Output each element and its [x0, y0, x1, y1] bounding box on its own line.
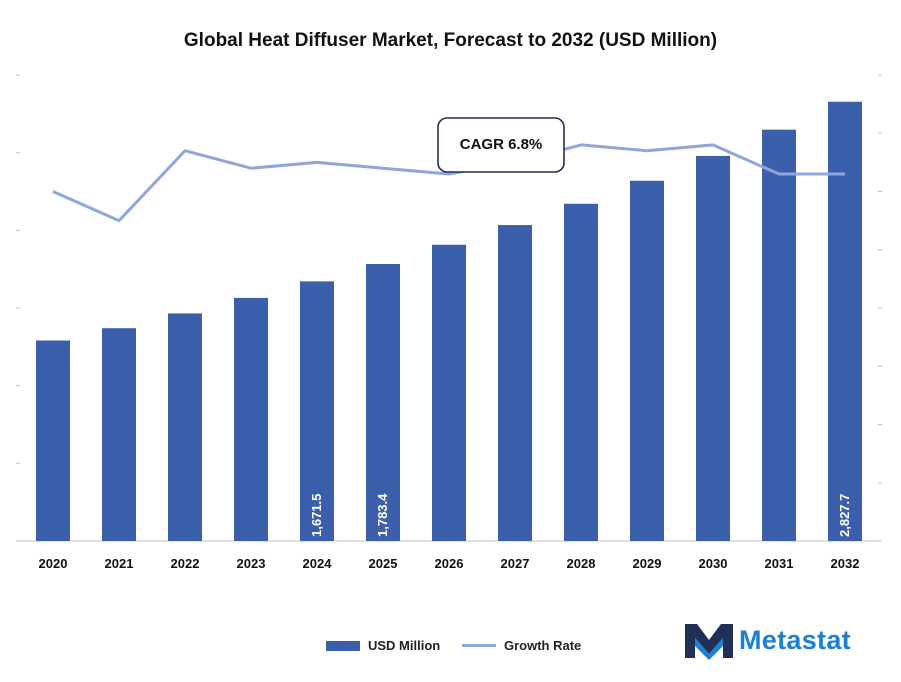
x-tick-label-2026: 2026	[435, 556, 464, 571]
x-tick-label-2022: 2022	[171, 556, 200, 571]
legend-line-swatch	[462, 644, 496, 647]
bar-2030	[696, 155, 730, 542]
cagr-annotation: CAGR 6.8%	[437, 117, 565, 173]
legend-bar-swatch	[326, 640, 360, 651]
bar-2024	[300, 281, 334, 541]
x-tick-label-2025: 2025	[369, 556, 398, 571]
cagr-label: CAGR 6.8%	[460, 136, 543, 153]
brand-name: Metastat	[739, 624, 851, 655]
bar-2029	[630, 180, 664, 542]
data-label-2032: 2,827.7	[837, 494, 852, 537]
legend-item-usd: USD Million	[326, 638, 440, 653]
bar-2027	[498, 225, 532, 541]
bar-2028	[564, 203, 598, 541]
bar-2022	[168, 313, 202, 541]
x-tick-label-2021: 2021	[105, 556, 134, 571]
bar-2025	[366, 263, 400, 541]
x-tick-label-2029: 2029	[633, 556, 662, 571]
bar-2031	[762, 129, 796, 541]
x-tick-label-2030: 2030	[699, 556, 728, 571]
x-tick-label-2031: 2031	[765, 556, 794, 571]
data-label-2025: 1,783.4	[375, 493, 390, 537]
bar-2026	[432, 244, 466, 541]
bar-2020	[36, 340, 70, 541]
chart-title: Global Heat Diffuser Market, Forecast to…	[183, 30, 718, 51]
line-series	[52, 143, 846, 223]
legend-label-usd: USD Million	[368, 638, 441, 653]
metastat-logo: Metastat	[683, 620, 851, 660]
x-tick-label-2023: 2023	[237, 556, 266, 571]
x-tick-label-2027: 2027	[501, 556, 530, 571]
bar-2021	[102, 328, 136, 541]
bar-series	[36, 101, 862, 542]
data-labels: 1,671.5 1,783.4 2,827.7	[309, 493, 852, 537]
legend-item-growth: Growth Rate	[462, 638, 581, 653]
bar-2032	[828, 101, 862, 542]
x-tick-label-2020: 2020	[39, 556, 68, 571]
bar-2023	[234, 297, 268, 541]
x-tick-labels: 2020 2021 2022 2023 2024 2025 2026 2027 2028 2029…	[39, 556, 860, 571]
x-tick-label-2028: 2028	[567, 556, 596, 571]
legend-label-growth: Growth Rate	[504, 638, 582, 653]
x-tick-label-2024: 2024	[303, 556, 333, 571]
metastat-m-logo-icon	[685, 624, 733, 660]
x-tick-label-2032: 2032	[831, 556, 860, 571]
data-label-2024: 1,671.5	[309, 494, 324, 537]
